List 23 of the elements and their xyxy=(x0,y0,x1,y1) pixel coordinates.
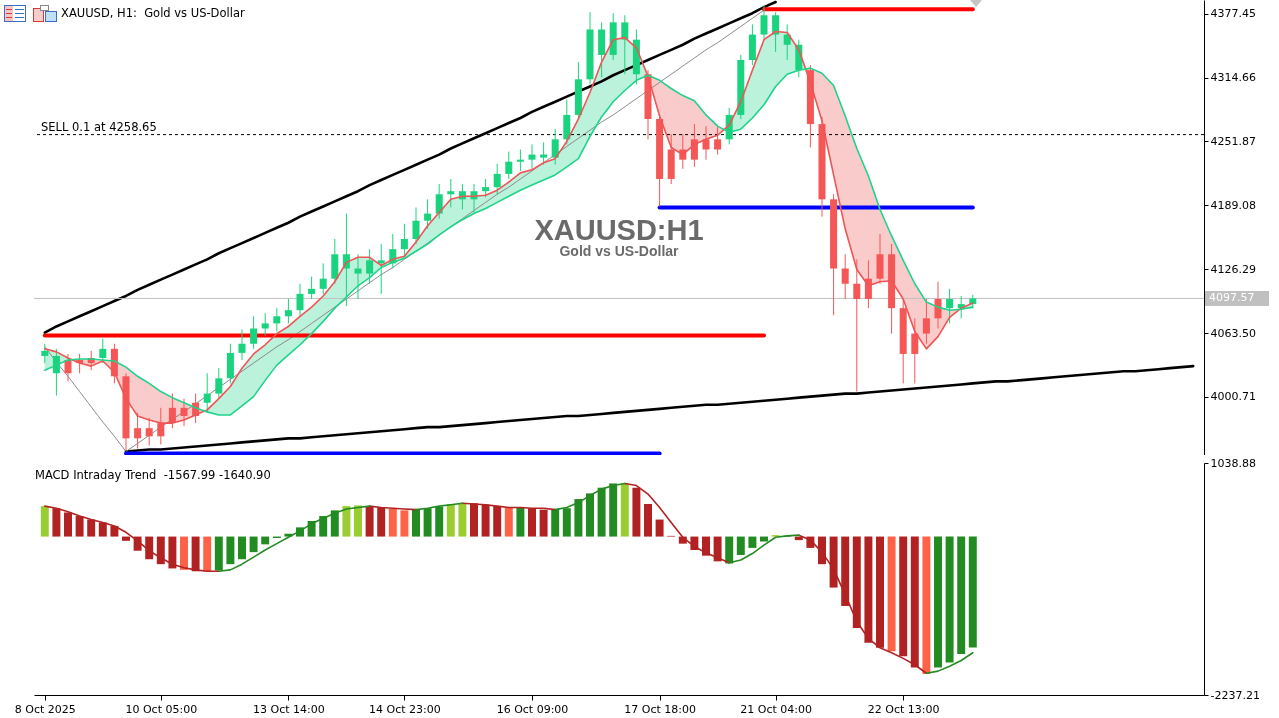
chart-title: MACD Intraday Trend -1567.99 -1640.90 xyxy=(35,468,271,482)
y-tick-label: 4063.50 xyxy=(1210,326,1256,340)
annotation: Gold vs US-Dollar xyxy=(558,243,680,259)
y-tick-label: 1038.88 xyxy=(1210,456,1256,470)
x-tick-label: 13 Oct 14:00 xyxy=(253,702,325,716)
x-tick-label: 16 Oct 09:00 xyxy=(496,702,569,716)
x-tick-label: 22 Oct 13:00 xyxy=(867,702,940,716)
text: XAUUSD, H1: Gold vs US-Dollar xyxy=(61,6,245,20)
x-tick-label: 14 Oct 23:00 xyxy=(369,702,441,716)
x-tick-label: 21 Oct 04:00 xyxy=(740,702,812,716)
y-tick-label: 4377.45 xyxy=(1210,7,1256,21)
y-tick-label: 4126.29 xyxy=(1210,262,1256,276)
ref-line-label: SELL 0.1 at 4258.65 xyxy=(41,119,157,134)
x-tick-label: 10 Oct 05:00 xyxy=(125,702,198,716)
y-tick-label: 4314.66 xyxy=(1210,71,1256,85)
x-tick-label: 8 Oct 2025 xyxy=(14,702,76,716)
y-tick-label: -2237.21 xyxy=(1210,688,1260,702)
y-tick-label: 4189.08 xyxy=(1210,198,1256,212)
y-tick-label: 4000.71 xyxy=(1210,390,1256,404)
y-tick-label: 4251.87 xyxy=(1210,135,1256,148)
annotation: XAUUSD:H1 xyxy=(534,214,704,246)
x-tick-label: 17 Oct 18:00 xyxy=(624,702,696,716)
ref-line-label: 4097.57 xyxy=(1209,291,1255,305)
